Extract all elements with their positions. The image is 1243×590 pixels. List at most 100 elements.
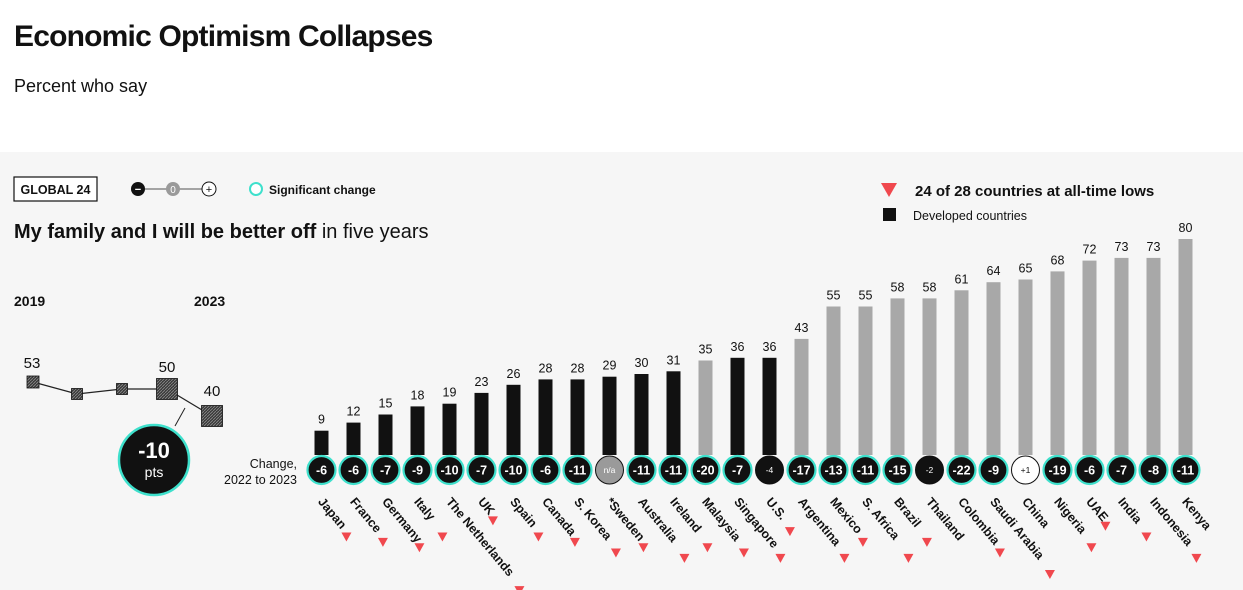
change-value-label: +1: [1021, 465, 1031, 475]
change-circle: [978, 454, 1009, 486]
global-change-value: -10: [138, 438, 170, 463]
all-time-low-marker: [857, 537, 868, 547]
change-circle: [755, 455, 784, 485]
all-time-low-marker: [994, 548, 1005, 558]
change-label-line1: Change,: [250, 457, 297, 471]
change-circle: [1138, 454, 1169, 486]
bar-value-label: 61: [955, 272, 969, 286]
all-time-low-marker: [341, 532, 352, 542]
change-value-label: -6: [348, 464, 359, 478]
global-selector[interactable]: GLOBAL 24: [13, 176, 98, 202]
all-time-low-marker: [921, 537, 932, 547]
bar: [986, 282, 1001, 455]
question-heading: My family and I will be better off in fi…: [14, 221, 429, 243]
bar-value-label: 58: [923, 280, 937, 294]
bar-value-label: 80: [1179, 221, 1193, 235]
bar: [474, 392, 489, 455]
significant-change-icon: [249, 182, 263, 196]
bar: [378, 414, 393, 455]
change-circle: [370, 454, 401, 486]
change-circle: [946, 454, 977, 486]
question-bold: My family and I will be better off: [14, 221, 317, 243]
bar-value-label: 58: [891, 280, 905, 294]
change-value-label: -11: [633, 464, 650, 478]
change-circle: [722, 454, 753, 486]
bar: [570, 379, 585, 455]
change-value-label: -11: [569, 464, 586, 478]
all-time-low-marker: [569, 537, 580, 547]
bar-value-label: 29: [603, 359, 617, 373]
bar-value-label: 43: [795, 321, 809, 335]
bar: [1114, 257, 1129, 455]
zero-toggle-icon[interactable]: [166, 182, 180, 196]
all-time-low-icon: [881, 183, 897, 197]
trend-callout-line: [174, 407, 186, 427]
chart-panel: [0, 152, 1243, 590]
change-filter-toggle[interactable]: − 0 +: [131, 181, 217, 197]
change-circle: [1170, 454, 1201, 486]
bar: [794, 338, 809, 455]
bar: [602, 376, 617, 455]
trend-point: [71, 388, 83, 400]
bar-value-label: 26: [507, 367, 521, 381]
bar-value-label: 36: [763, 340, 777, 354]
category-label: Nigeria: [1051, 495, 1090, 537]
bar: [762, 357, 777, 455]
all-time-low-marker: [1191, 553, 1202, 563]
category-label: Japan: [315, 495, 349, 532]
change-value-label: -9: [988, 464, 999, 478]
trend-value-label: 50: [159, 359, 176, 376]
plus-toggle-label: +: [206, 184, 212, 196]
trend-value-label: 53: [24, 355, 41, 372]
question-rest: in five years: [316, 221, 428, 243]
bar-value-label: 55: [827, 289, 841, 303]
bar: [666, 371, 681, 455]
change-value-label: -4: [766, 465, 774, 475]
category-label: UK: [475, 495, 497, 518]
trend-point: [201, 405, 223, 427]
bar-value-label: 35: [699, 343, 713, 357]
bar: [314, 430, 329, 455]
developed-legend-swatch: [883, 208, 896, 221]
change-value-label: -13: [824, 464, 842, 478]
change-circle: [1074, 454, 1105, 486]
change-value-label: -7: [476, 464, 487, 478]
change-value-label: n/a: [604, 465, 616, 475]
bar: [922, 298, 937, 455]
category-label: U.S.: [763, 495, 789, 523]
all-time-low-marker: [414, 543, 425, 553]
change-circle: [595, 455, 624, 485]
all-time-low-marker: [679, 553, 690, 563]
change-circle: [1106, 454, 1137, 486]
change-value-label: -6: [540, 464, 551, 478]
bar: [1018, 279, 1033, 455]
bar-value-label: 73: [1115, 240, 1129, 254]
change-circle: [1042, 454, 1073, 486]
trend-point: [26, 375, 40, 389]
bar-value-label: 28: [539, 361, 553, 375]
bar-value-label: 64: [987, 264, 1001, 278]
bar-value-label: 9: [318, 413, 325, 427]
change-value-label: -2: [926, 465, 934, 475]
change-circle: [850, 454, 881, 486]
category-label: Italy: [411, 495, 438, 523]
change-circle: [690, 454, 721, 486]
all-time-low-marker: [839, 553, 850, 563]
change-value-label: -11: [1177, 464, 1194, 478]
bar: [506, 384, 521, 455]
minus-toggle-icon[interactable]: [131, 182, 145, 196]
bar-value-label: 28: [571, 361, 585, 375]
bar: [730, 357, 745, 455]
change-value-label: -10: [440, 464, 458, 478]
change-circle: [306, 454, 337, 486]
all-time-low-marker: [784, 527, 795, 537]
category-label: UAE: [1083, 495, 1111, 524]
change-circle: [1011, 455, 1040, 485]
all-time-low-marker: [638, 543, 649, 553]
all-time-low-marker: [903, 553, 914, 563]
change-circle: [786, 454, 817, 486]
bar: [538, 379, 553, 455]
bar: [1082, 260, 1097, 455]
bar: [954, 290, 969, 455]
plus-toggle-icon[interactable]: [201, 181, 217, 197]
